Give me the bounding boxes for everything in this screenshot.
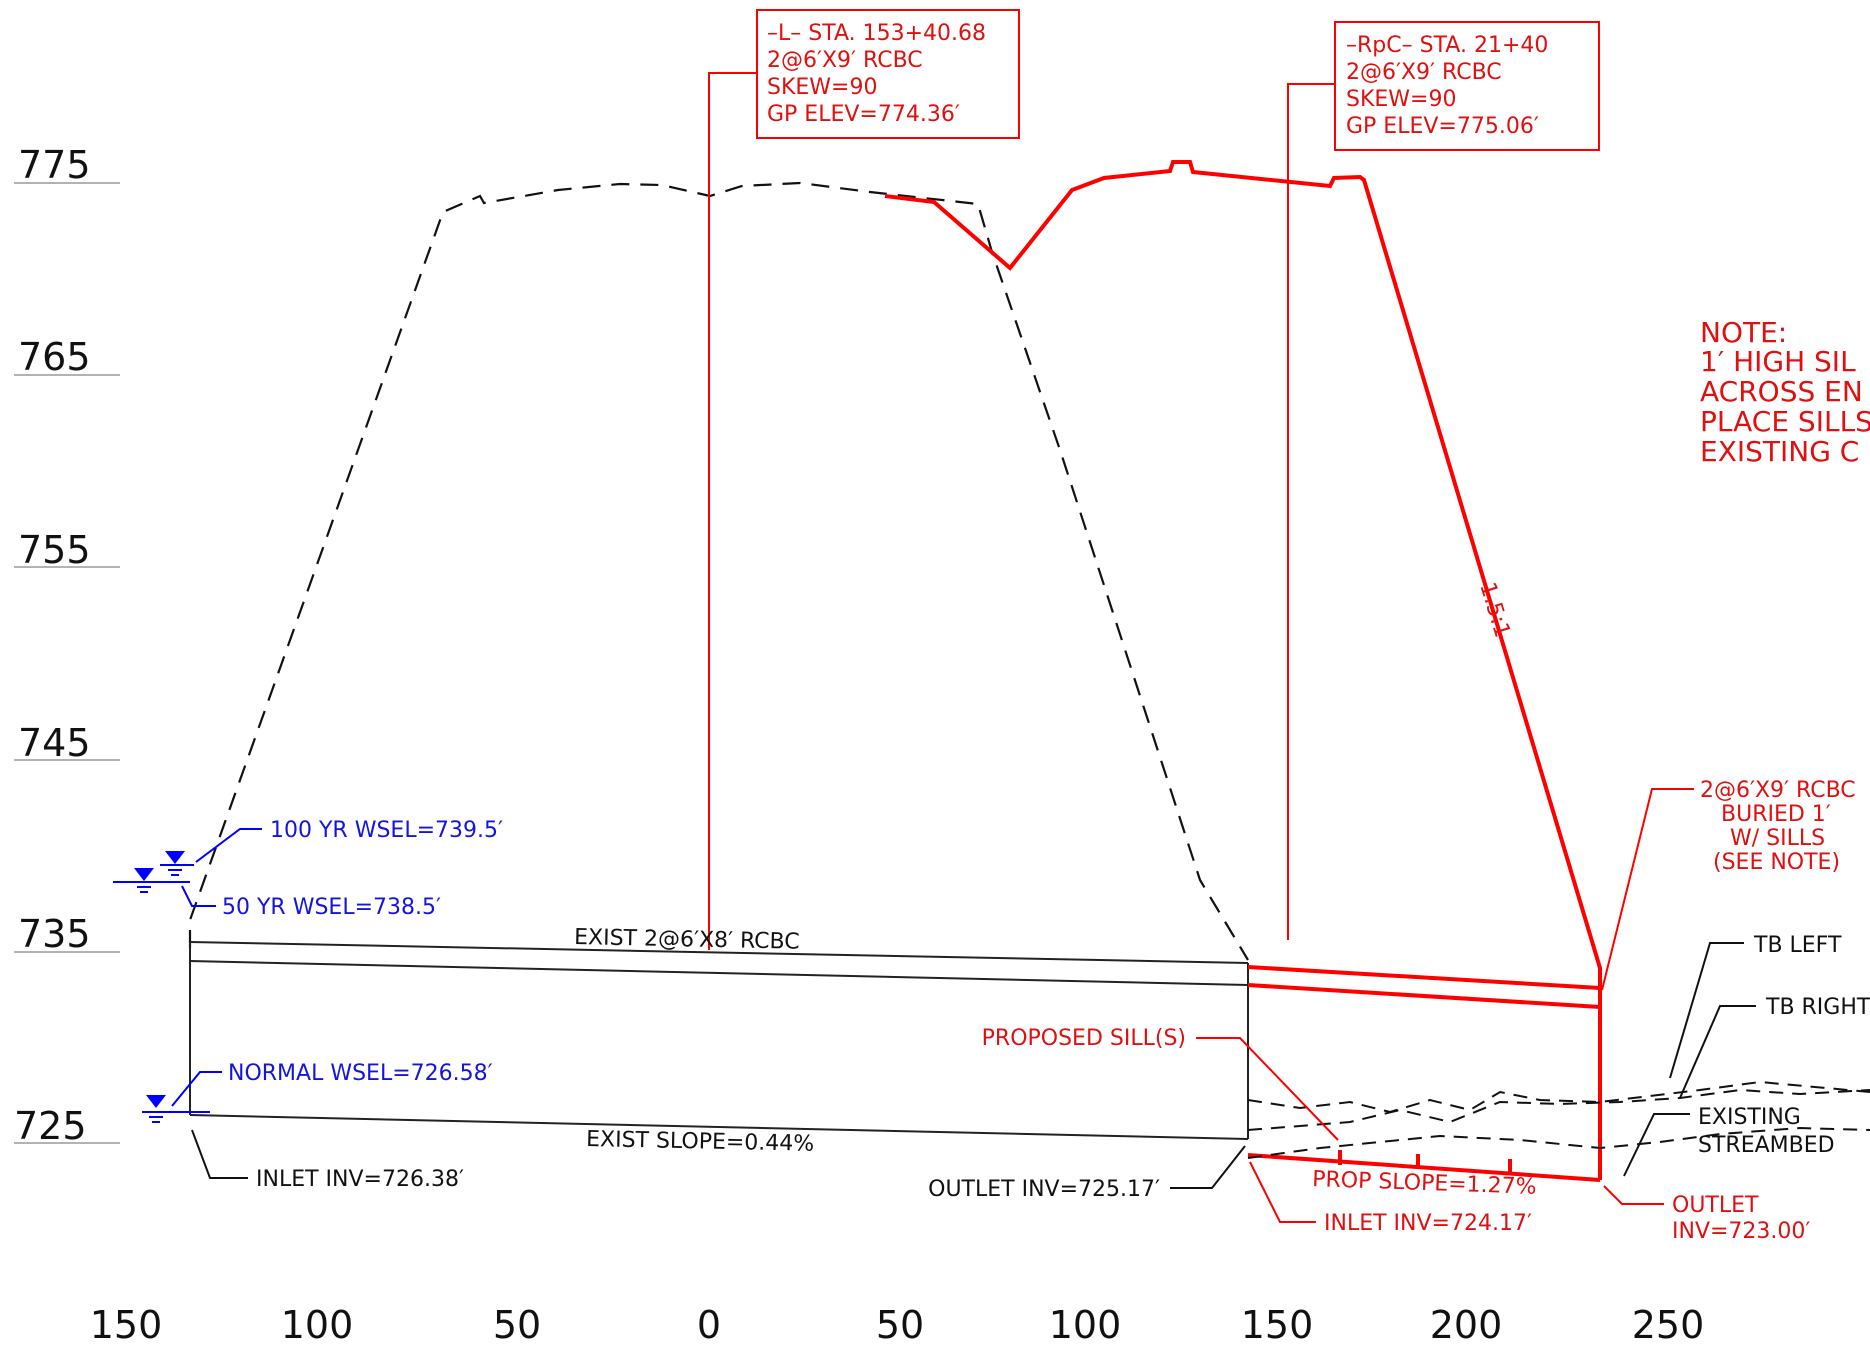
wsel-50-leader	[181, 885, 216, 907]
callout-rpc-box	[1334, 21, 1600, 151]
sta-label-r150: 150	[1241, 1303, 1314, 1345]
callout-rpc-line4: GP ELEV=775.06′	[1346, 114, 1539, 139]
sta-label-l50: 50	[493, 1303, 541, 1345]
sta-label-r100: 100	[1049, 1303, 1122, 1345]
existing-culvert-top-inner	[189, 960, 1249, 986]
existing-culvert	[189, 941, 1249, 1140]
note-line2: ACROSS EN	[1700, 375, 1863, 408]
existing-culvert-labels: EXIST 2@6′X8′ RCBC EXIST SLOPE=0.44% INL…	[191, 925, 1246, 1202]
proposed-sills-label: PROPOSED SILL(S)	[982, 1026, 1186, 1051]
elev-label-745: 745	[18, 721, 91, 765]
note-title: NOTE:	[1700, 316, 1787, 349]
wsel-50-label: 50 YR WSEL=738.5′	[222, 895, 441, 920]
sta-label-l150: 150	[90, 1303, 163, 1345]
slope-ratio-label: 1.5:1	[1474, 579, 1514, 640]
callout-l-line3: SKEW=90	[767, 75, 877, 100]
wsel-100-leader	[195, 828, 262, 863]
callout-l-line4: GP ELEV=774.36′	[767, 102, 960, 127]
sta-label-r250: 250	[1632, 1303, 1705, 1345]
streambed-line2: STREAMBED	[1698, 1133, 1835, 1158]
tb-left-leader	[1669, 942, 1744, 1079]
proposed-labels: PROPOSED SILL(S) PROP SLOPE=1.27% INLET …	[982, 778, 1856, 1244]
prop-culvert-line1: 2@6′X9′ RCBC	[1700, 778, 1856, 803]
existing-culvert-invert	[189, 1114, 1249, 1140]
existing-streambed	[1247, 1080, 1870, 1159]
callout-l-line2: 2@6′X9′ RCBC	[767, 48, 923, 73]
note-line4: EXISTING C	[1700, 435, 1859, 468]
callout-rpc-line3: SKEW=90	[1346, 87, 1456, 112]
sta-label-r200: 200	[1430, 1303, 1503, 1345]
normal-wsel-label: NORMAL WSEL=726.58′	[228, 1061, 493, 1086]
wsel-100-label: 100 YR WSEL=739.5′	[270, 818, 503, 843]
streambed-line-lower	[1247, 1126, 1870, 1159]
prop-culvert-line4: (SEE NOTE)	[1713, 850, 1840, 875]
prop-culvert-line3: W/ SILLS	[1730, 826, 1825, 851]
prop-culvert-leader	[1601, 788, 1694, 991]
streambed-line1: EXISTING	[1698, 1105, 1801, 1130]
prop-outlet-line1: OUTLET	[1672, 1193, 1759, 1218]
inlet-inv-leader	[191, 1129, 248, 1179]
streambed-line-middle	[1247, 1088, 1870, 1131]
proposed-culvert-invert	[1247, 1153, 1601, 1182]
proposed-ground-profile	[884, 160, 1602, 1168]
note-block: NOTE: 1′ HIGH SIL ACROSS EN PLACE SILLS …	[1700, 316, 1870, 468]
proposed-culvert-top	[1247, 965, 1601, 990]
tb-right-leader	[1679, 1005, 1756, 1099]
station-leaders	[708, 72, 1336, 950]
note-line3: PLACE SILLS	[1700, 405, 1870, 438]
prop-culvert-line2: BURIED 1′	[1721, 802, 1831, 827]
prop-inlet-inv-label: INLET INV=724.17′	[1324, 1211, 1532, 1236]
elev-label-765: 765	[18, 335, 91, 379]
station-axis: 150 100 50 0 50 100 150 200 250	[90, 1303, 1705, 1345]
elev-label-755: 755	[18, 528, 91, 572]
callout-rpc-station: –RpC– STA. 21+40 2@6′X9′ RCBC SKEW=90 GP…	[1334, 21, 1600, 151]
exist-slope-label: EXIST SLOPE=0.44%	[586, 1127, 815, 1157]
elev-label-725: 725	[14, 1104, 87, 1148]
outlet-inv-leader	[1170, 1145, 1246, 1189]
callout-rpc-line2: 2@6′X9′ RCBC	[1346, 60, 1502, 85]
bank-labels: TB LEFT TB RIGHT EXISTING STREAMBED	[1623, 933, 1870, 1177]
note-line1: 1′ HIGH SIL	[1700, 345, 1856, 378]
elev-label-735: 735	[18, 912, 91, 956]
normal-wsel-symbol-icon	[146, 1095, 166, 1108]
existing-culvert-top	[189, 941, 1249, 964]
elevation-axis: 775 765 755 745 735 725	[14, 143, 120, 1148]
exist-outlet-inv-label: OUTLET INV=725.17′	[928, 1177, 1160, 1202]
prop-inlet-inv-leader	[1249, 1161, 1316, 1223]
elev-label-775: 775	[18, 143, 91, 187]
callout-l-box	[756, 9, 1020, 139]
leader-l-station	[708, 72, 758, 950]
tb-left-label: TB LEFT	[1753, 933, 1842, 958]
callout-l-line1: –L– STA. 153+40.68	[767, 21, 986, 46]
wsel-100-symbol-icon	[165, 851, 185, 864]
prop-outlet-line2: INV=723.00′	[1672, 1219, 1810, 1244]
normal-wsel-leader	[171, 1071, 222, 1107]
exist-culvert-label: EXIST 2@6′X8′ RCBC	[574, 925, 800, 955]
sta-label-0: 0	[697, 1303, 721, 1345]
callout-rpc-line1: –RpC– STA. 21+40	[1346, 33, 1548, 58]
sta-label-r50: 50	[876, 1303, 924, 1345]
water-levels: 100 YR WSEL=739.5′ 50 YR WSEL=738.5′ NOR…	[113, 818, 503, 1123]
proposed-culvert-top-inner	[1247, 983, 1601, 1009]
callout-l-station: –L– STA. 153+40.68 2@6′X9′ RCBC SKEW=90 …	[756, 9, 1020, 139]
prop-outlet-leader	[1603, 1185, 1664, 1205]
streambed-leader	[1623, 1113, 1690, 1177]
proposed-culvert	[1247, 965, 1602, 1182]
proposed-sills-leader	[1196, 1037, 1339, 1141]
sta-label-l100: 100	[281, 1303, 354, 1345]
existing-ground-profile	[188, 181, 1249, 961]
wsel-50-symbol-icon	[134, 868, 154, 881]
exist-inlet-inv-label: INLET INV=726.38′	[256, 1167, 464, 1192]
leader-rpc-station	[1287, 83, 1336, 940]
tb-right-label: TB RIGHT	[1765, 995, 1870, 1020]
streambed-line-upper	[1247, 1080, 1870, 1114]
